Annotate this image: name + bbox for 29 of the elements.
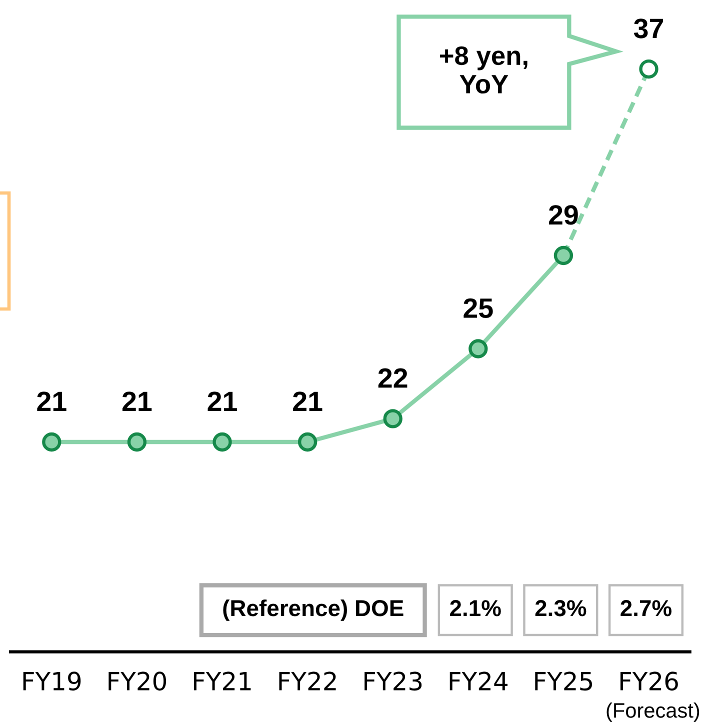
text: 2.7% <box>620 600 672 616</box>
point <box>212 432 232 452</box>
point <box>639 59 658 79</box>
data-label: 21 <box>122 392 152 411</box>
x-tick-label: FY19 <box>23 672 81 691</box>
x-tick-label: FY23 <box>364 672 422 691</box>
text: 2.3% <box>535 600 586 616</box>
data-label: 21 <box>293 392 322 411</box>
x-tick-label: FY24 <box>450 672 508 690</box>
x-tick-label: FY26 (Forecast) <box>606 672 700 722</box>
annotation: +8 yen, YoY <box>440 46 528 94</box>
x-tick-label: FY25 <box>535 672 592 691</box>
point <box>127 432 147 452</box>
data-label: 22 <box>378 368 408 388</box>
data-label: 21 <box>208 392 237 411</box>
text: 2.1% <box>450 600 501 616</box>
x-tick-label: FY21 <box>194 672 251 690</box>
x-tick-label: FY20 <box>108 672 166 691</box>
point <box>42 432 62 452</box>
text: (Reference) DOE <box>223 599 404 621</box>
data-label: 25 <box>464 298 493 318</box>
data-label: 37 <box>634 18 663 38</box>
point <box>554 246 574 266</box>
data-label: 21 <box>37 392 66 411</box>
point <box>383 409 402 428</box>
data-label: 29 <box>548 205 578 225</box>
point <box>468 339 488 358</box>
x-tick-label: FY22 <box>279 672 336 690</box>
point <box>298 432 318 452</box>
